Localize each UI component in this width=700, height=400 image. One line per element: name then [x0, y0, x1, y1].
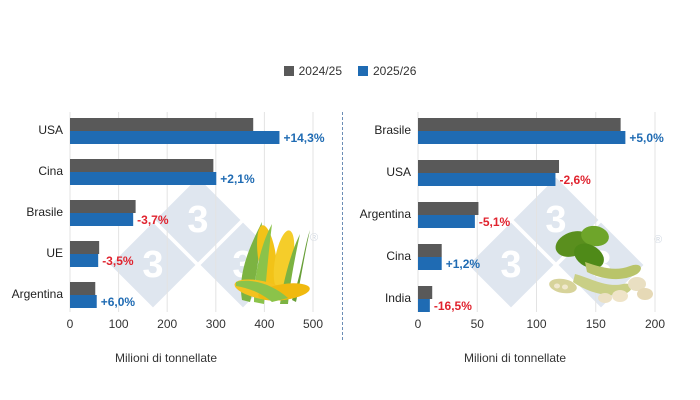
bar-2025-26	[70, 295, 97, 308]
x-tick-label: 100	[109, 317, 129, 331]
bar-2024-25	[418, 244, 442, 257]
x-tick-label: 0	[67, 317, 74, 331]
x-tick-label: 400	[254, 317, 274, 331]
x-axis-title-left: Milioni di tonnellate	[114, 351, 218, 365]
bar-2025-26	[70, 213, 134, 226]
bar-2025-26	[418, 173, 556, 186]
legend: 2024/25 2025/26	[0, 64, 700, 78]
legend-swatch-2024-25	[283, 66, 294, 76]
bar-2025-26	[418, 215, 475, 228]
legend-item-2024-25: 2024/25	[283, 64, 342, 78]
bar-2024-25	[418, 202, 479, 215]
bar-2025-26	[418, 257, 442, 270]
x-tick-label: 100	[526, 317, 546, 331]
bar-2024-25	[418, 118, 621, 131]
data-label: +5,0%	[629, 131, 664, 145]
bar-2024-25	[70, 282, 96, 295]
bar-2025-26	[70, 172, 217, 185]
watermark-registered: ®	[654, 234, 663, 246]
x-tick-label: 200	[645, 317, 665, 331]
watermark-registered: ®	[310, 232, 319, 244]
watermark-digit: 3	[500, 244, 522, 286]
category-label: USA	[38, 123, 63, 137]
x-tick-label: 300	[206, 317, 226, 331]
category-label: India	[385, 291, 411, 305]
category-label: UE	[46, 246, 63, 260]
data-label: +14,3%	[283, 131, 324, 145]
category-label: Brasile	[374, 123, 411, 137]
x-tick-label: 200	[157, 317, 177, 331]
bar-2024-25	[70, 200, 136, 213]
x-tick-label: 500	[303, 317, 323, 331]
soybean-illustration	[549, 225, 653, 303]
category-label: Brasile	[26, 205, 63, 219]
x-tick-label: 50	[471, 317, 485, 331]
bar-2024-25	[70, 118, 254, 131]
data-label: +2,1%	[220, 172, 255, 186]
bar-2024-25	[70, 159, 214, 172]
legend-swatch-2025-26	[358, 66, 368, 76]
bar-2025-26	[418, 131, 626, 144]
category-label: Cina	[386, 249, 411, 263]
x-axis-title-right: Milioni di tonnellate	[463, 351, 567, 365]
watermark-digit: 3	[142, 244, 164, 286]
data-label: -3,5%	[102, 254, 134, 268]
category-label: Cina	[38, 164, 63, 178]
bar-2024-25	[70, 241, 100, 254]
bar-2024-25	[418, 160, 560, 173]
data-label: -5,1%	[479, 215, 511, 229]
data-label: -2,6%	[559, 173, 591, 187]
x-tick-label: 150	[586, 317, 606, 331]
legend-item-2025-26: 2025/26	[358, 64, 416, 78]
watermark-digit: 3	[187, 199, 209, 241]
bar-2025-26	[418, 299, 430, 312]
data-label: +6,0%	[101, 295, 136, 309]
x-tick-label: 0	[415, 317, 422, 331]
category-label: USA	[386, 165, 411, 179]
watermark-digit: 3	[545, 199, 567, 241]
data-label: -3,7%	[137, 213, 169, 227]
legend-label-2024-25: 2024/25	[298, 64, 342, 78]
legend-label-2025-26: 2025/26	[373, 64, 417, 78]
category-label: Argentina	[360, 207, 412, 221]
data-label: +1,2%	[446, 257, 481, 271]
category-label: Argentina	[12, 287, 64, 301]
corn-illustration	[234, 222, 310, 304]
bar-2025-26	[70, 131, 280, 144]
chart-divider	[342, 112, 343, 340]
bar-2025-26	[70, 254, 99, 267]
data-label: -16,5%	[434, 299, 472, 313]
bar-2024-25	[418, 286, 433, 299]
